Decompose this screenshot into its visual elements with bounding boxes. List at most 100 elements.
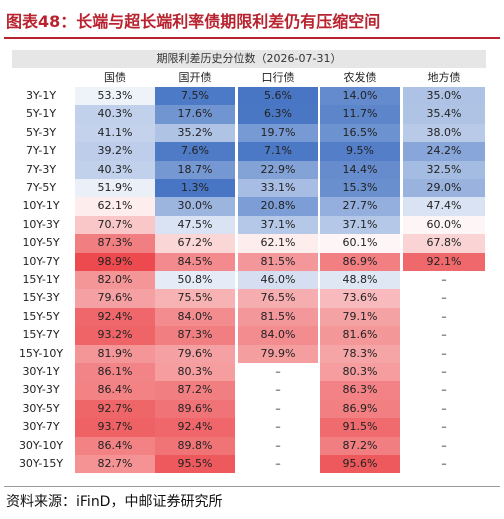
heat-cell: 81.6% [320, 326, 400, 345]
row-label: 30Y-1Y [22, 365, 60, 378]
heat-cell: 7.5% [155, 87, 235, 106]
heat-cell: – [238, 436, 318, 455]
row-label: 10Y-1Y [22, 199, 60, 213]
heat-cell: 87.2% [155, 381, 235, 400]
heat-cell: 84.5% [155, 252, 235, 271]
heat-cell: 62.1% [75, 197, 155, 216]
heat-cell: – [238, 381, 318, 400]
row-label: 7Y-1Y [25, 144, 57, 158]
heat-cell: 24.2% [403, 142, 485, 161]
row-label: 5Y-1Y [25, 107, 57, 121]
heat-cell: 76.5% [238, 289, 318, 308]
heat-cell: 9.5% [320, 142, 400, 161]
column-header: 农发债 [343, 71, 377, 84]
heat-cell: 84.0% [155, 307, 235, 327]
heat-cell: 86.3% [320, 381, 400, 400]
heat-cell: 48.8% [320, 271, 400, 290]
heat-cell: 92.1% [403, 252, 485, 271]
heat-cell: 37.1% [320, 215, 400, 235]
heat-cell: 89.8% [155, 436, 235, 455]
heat-cell: 86.1% [75, 363, 155, 382]
heat-cell: 53.3% [75, 87, 155, 106]
heat-cell: 18.7% [155, 160, 235, 179]
heat-cell: 81.9% [75, 344, 155, 363]
row-label: 7Y-3Y [25, 162, 57, 176]
heat-cell: 14.4% [320, 160, 400, 179]
row-label: 15Y-3Y [22, 291, 60, 305]
heat-cell: 33.1% [238, 179, 318, 198]
row-label: 10Y-3Y [22, 217, 60, 231]
heat-cell: 14.0% [320, 87, 400, 106]
heat-cell: 50.8% [155, 271, 235, 290]
heat-cell: 46.0% [238, 271, 318, 290]
heat-cell: – [238, 455, 318, 474]
heat-cell: 92.7% [75, 399, 155, 419]
heat-cell: – [238, 418, 318, 437]
heat-cell: 38.0% [403, 123, 485, 143]
column-header: 口行债 [261, 71, 295, 84]
table-caption: 期限利差历史分位数（2026-07-31） [12, 50, 486, 68]
row-label: 10Y-5Y [22, 236, 60, 250]
heat-cell: 87.3% [155, 326, 235, 345]
heat-cell: 78.3% [320, 344, 400, 363]
heat-cell: 19.7% [238, 123, 318, 143]
row-label: 5Y-3Y [25, 125, 57, 139]
row-label: 7Y-5Y [25, 181, 57, 194]
heat-cell: 7.1% [238, 142, 318, 161]
heat-cell: – [238, 363, 318, 382]
row-label: 30Y-10Y [18, 438, 64, 452]
heat-cell: 40.3% [75, 105, 155, 124]
heat-cell: 79.6% [155, 344, 235, 363]
heat-cell: – [238, 399, 318, 419]
heat-cell: – [403, 418, 485, 437]
heat-cell: 75.5% [155, 289, 235, 308]
heat-cell: 81.5% [238, 307, 318, 327]
heat-cell: 70.7% [75, 215, 155, 235]
heat-cell: 30.0% [155, 197, 235, 216]
heat-cell: 6.3% [238, 105, 318, 124]
heat-cell: 86.4% [75, 381, 155, 400]
heat-cell: 1.3% [155, 179, 235, 198]
heat-cell: 5.6% [238, 87, 318, 106]
heat-cell: 95.5% [155, 455, 235, 474]
heat-cell: – [403, 307, 485, 327]
row-label: 30Y-3Y [22, 383, 60, 397]
heat-cell: – [403, 455, 485, 474]
heat-cell: 51.9% [75, 179, 155, 198]
heat-cell: 86.9% [320, 252, 400, 271]
heat-cell: – [403, 381, 485, 400]
heat-cell: 29.0% [403, 179, 485, 198]
heat-cell: 67.8% [403, 234, 485, 253]
heat-cell: 27.7% [320, 197, 400, 216]
row-label: 15Y-10Y [18, 346, 64, 360]
heat-cell: 35.4% [403, 105, 485, 124]
row-label: 10Y-7Y [22, 254, 60, 268]
column-header: 国债 [104, 71, 126, 84]
heat-cell: – [403, 289, 485, 308]
heat-cell: 15.3% [320, 179, 400, 198]
heat-cell: 39.2% [75, 142, 155, 161]
figure-title: 图表48：长端与超长端利率债期限利差仍有压缩空间 [6, 12, 381, 31]
heat-cell: 73.6% [320, 289, 400, 308]
heat-cell: 82.7% [75, 455, 155, 474]
heat-cell: 60.0% [403, 215, 485, 235]
heat-cell: 91.5% [320, 418, 400, 437]
heat-cell: – [403, 363, 485, 382]
heat-cell: 80.3% [155, 363, 235, 382]
row-label: 3Y-1Y [25, 89, 57, 102]
heat-cell: 79.6% [75, 289, 155, 308]
heat-cell: – [403, 344, 485, 363]
source-rule [4, 486, 500, 487]
heat-cell: 32.5% [403, 160, 485, 179]
heat-cell: 67.2% [155, 234, 235, 253]
row-label: 30Y-15Y [18, 457, 64, 470]
heat-cell: 41.1% [75, 123, 155, 143]
heat-cell: 87.3% [75, 234, 155, 253]
heat-cell: 86.4% [75, 436, 155, 455]
heat-cell: 89.6% [155, 399, 235, 419]
row-label: 15Y-5Y [22, 309, 60, 323]
heat-cell: 92.4% [155, 418, 235, 437]
heatmap-table: 期限利差历史分位数（2026-07-31） 国债 国开债 口行债 农发债 地方债 3Y-1… [12, 50, 486, 478]
heat-cell: 22.9% [238, 160, 318, 179]
